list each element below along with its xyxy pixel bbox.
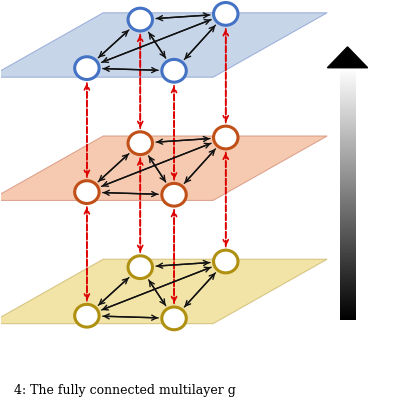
Circle shape	[162, 183, 186, 206]
Circle shape	[162, 59, 186, 82]
Circle shape	[74, 57, 99, 80]
Polygon shape	[327, 47, 367, 68]
Polygon shape	[0, 13, 326, 77]
Text: 4: The fully connected multilayer g: 4: The fully connected multilayer g	[13, 384, 235, 397]
Circle shape	[162, 307, 186, 330]
Circle shape	[74, 304, 99, 327]
Circle shape	[128, 8, 152, 31]
Polygon shape	[0, 259, 326, 324]
Circle shape	[213, 2, 237, 25]
Circle shape	[213, 126, 237, 149]
Circle shape	[74, 181, 99, 203]
Circle shape	[128, 132, 152, 154]
Circle shape	[128, 256, 152, 279]
Circle shape	[213, 250, 237, 273]
Polygon shape	[0, 136, 326, 201]
